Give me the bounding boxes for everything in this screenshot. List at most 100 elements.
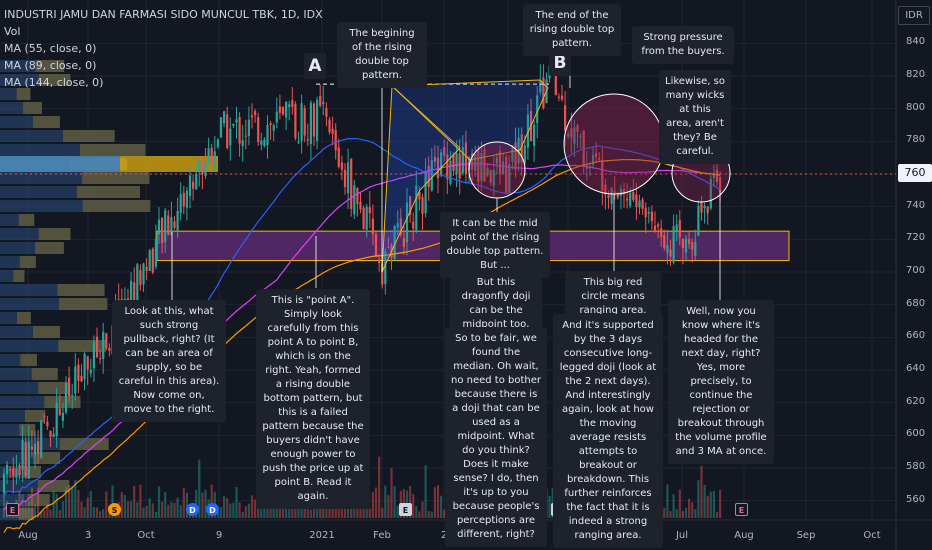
- volume-profile-bar: [38, 480, 70, 492]
- volume-bar: [235, 486, 238, 518]
- candle-body: [263, 139, 266, 147]
- candle-body: [232, 123, 235, 126]
- candle-body: [285, 101, 288, 118]
- candle-body: [601, 160, 604, 191]
- volume-bar: [120, 492, 123, 518]
- volume-bar: [126, 501, 130, 518]
- volume-bar: [387, 494, 390, 518]
- volume-bar: [167, 504, 170, 518]
- candle-body: [46, 421, 49, 427]
- candle-body: [371, 218, 374, 235]
- candle-body: [204, 160, 207, 176]
- note-wicks: Likewise, so many wicks at this area, ar…: [659, 70, 731, 164]
- candle-body: [192, 181, 195, 189]
- candle-body: [381, 264, 384, 285]
- symbol-title: INDUSTRI JAMU DAN FARMASI SIDO MUNCUL TB…: [4, 8, 323, 21]
- candle-body: [151, 248, 154, 273]
- y-tick-label: 620: [906, 395, 926, 407]
- candle-body: [660, 228, 663, 238]
- candle-body: [399, 218, 402, 235]
- volume-bar: [254, 499, 257, 518]
- volume-bar: [443, 509, 446, 518]
- volume-bar: [105, 491, 108, 518]
- candle-body: [653, 225, 657, 231]
- last-price-tag: 760: [898, 164, 932, 182]
- candle-body: [393, 226, 396, 259]
- volume-bar: [548, 495, 551, 518]
- candle-body: [291, 100, 294, 107]
- candle-body: [678, 219, 681, 238]
- volume-profile-bar: [58, 340, 107, 352]
- candle-body: [92, 341, 95, 369]
- note-beginning: The begining of the rising double top pa…: [337, 22, 427, 88]
- volume-bar: [157, 486, 161, 518]
- ma55-label: MA (55, close, 0): [4, 42, 97, 55]
- candle-body: [316, 99, 319, 141]
- volume-bar: [712, 490, 715, 518]
- volume-bar: [241, 511, 244, 518]
- candle-body: [278, 106, 281, 113]
- volume-bar: [136, 502, 139, 518]
- volume-profile-bar: [57, 284, 105, 296]
- event-badge[interactable]: E: [399, 503, 412, 516]
- candle-body: [573, 127, 576, 144]
- volume-bar: [232, 502, 235, 518]
- candle-body: [440, 152, 443, 175]
- candle-body: [148, 250, 151, 271]
- volume-bar: [306, 500, 309, 518]
- candle-body: [427, 165, 430, 187]
- candle-body: [68, 377, 71, 397]
- candle-body: [201, 162, 204, 175]
- candle-body: [672, 226, 675, 263]
- candle-body: [89, 369, 92, 374]
- event-badge[interactable]: D: [206, 503, 219, 516]
- candle-body: [508, 164, 511, 193]
- candle-body: [619, 188, 622, 196]
- candle-body: [443, 147, 446, 156]
- volume-bar: [164, 492, 167, 518]
- volume-bar: [334, 506, 337, 518]
- candle-body: [533, 124, 536, 146]
- candle-body: [449, 160, 452, 184]
- candle-body: [145, 266, 148, 271]
- candle-body: [52, 433, 55, 438]
- volume-bar: [715, 511, 719, 518]
- volume-bar: [133, 486, 136, 518]
- volume-bar: [238, 502, 241, 518]
- candle-body: [173, 221, 176, 228]
- event-badge[interactable]: S: [108, 503, 121, 516]
- event-badge[interactable]: E: [735, 503, 748, 516]
- candle-body: [303, 108, 306, 136]
- candle-body: [502, 161, 505, 174]
- event-badge[interactable]: D: [186, 503, 199, 516]
- candle-body: [495, 157, 498, 164]
- currency-label[interactable]: IDR: [898, 6, 930, 25]
- candle-body: [567, 133, 570, 137]
- volume-bar: [204, 489, 207, 518]
- volume-bar: [309, 509, 312, 518]
- volume-bar: [374, 487, 378, 518]
- volume-profile-bar: [18, 508, 34, 520]
- candle-body: [638, 200, 641, 208]
- candle-body: [539, 80, 542, 93]
- event-badge[interactable]: E: [6, 503, 19, 516]
- candle-body: [294, 103, 297, 139]
- volume-bar: [340, 504, 343, 518]
- candle-body: [269, 123, 272, 125]
- candle-body: [455, 153, 458, 174]
- candle-body: [365, 206, 368, 230]
- candle-body: [421, 197, 424, 214]
- y-tick-label: 800: [906, 101, 926, 113]
- candle-body: [632, 192, 635, 200]
- note-midpoint: It can be the mid point of the rising do…: [440, 212, 550, 278]
- candle-body: [226, 114, 229, 149]
- volume-bar: [58, 510, 61, 518]
- candle-body: [170, 216, 173, 235]
- candle-body: [647, 211, 650, 214]
- candle-body: [576, 125, 579, 132]
- candle-body: [105, 333, 108, 349]
- volume-bar: [64, 486, 68, 518]
- candle-body: [334, 130, 337, 151]
- volume-profile-bar: [23, 102, 42, 114]
- candle-body: [433, 156, 436, 162]
